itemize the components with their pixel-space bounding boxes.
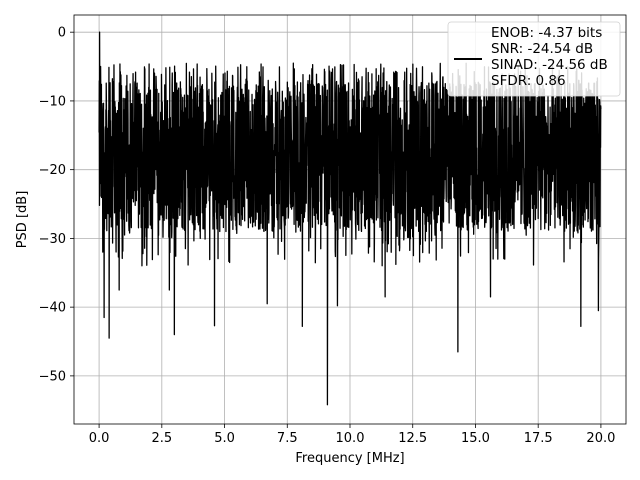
x-tick-label: 20.0 (586, 431, 615, 446)
x-ticks: 0.0 2.5 5.0 7.5 10.0 12.5 15.0 17.5 20.0 (89, 424, 615, 446)
legend-snr: SNR: -24.54 dB (491, 41, 593, 57)
legend-sfdr: SFDR: 0.86 (491, 73, 566, 89)
x-axis-label: Frequency [MHz] (295, 451, 404, 466)
y-tick-label: −50 (39, 369, 66, 384)
y-tick-label: −30 (39, 232, 66, 247)
y-tick-label: −10 (39, 94, 66, 109)
x-tick-label: 2.5 (151, 431, 172, 446)
y-tick-label: −40 (39, 301, 66, 316)
x-tick-label: 5.0 (214, 431, 235, 446)
x-tick-label: 17.5 (524, 431, 553, 446)
legend-sinad: SINAD: -24.56 dB (491, 57, 608, 73)
x-tick-label: 0.0 (89, 431, 110, 446)
legend: ENOB: -4.37 bits SNR: -24.54 dB SINAD: -… (447, 21, 621, 97)
psd-series-line (98, 31, 602, 406)
x-tick-label: 15.0 (461, 431, 490, 446)
y-axis-label: PSD [dB] (15, 191, 30, 249)
legend-enob: ENOB: -4.37 bits (491, 25, 602, 41)
y-tick-label: 0 (58, 26, 66, 41)
y-tick-label: −20 (39, 163, 66, 178)
x-tick-label: 12.5 (398, 431, 427, 446)
x-tick-label: 10.0 (336, 431, 365, 446)
legend-box (447, 21, 621, 97)
series-group (98, 31, 602, 406)
x-tick-label: 7.5 (277, 431, 298, 446)
y-ticks: 0 −10 −20 −30 −40 −50 (39, 26, 74, 384)
